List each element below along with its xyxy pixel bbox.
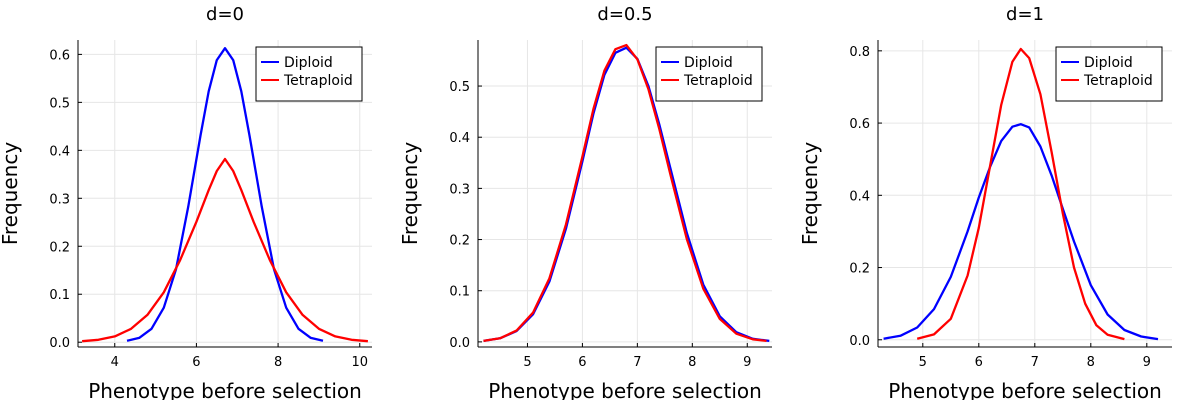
y-tick-label: 0.1	[49, 288, 70, 303]
x-tick-label: 9	[1143, 355, 1151, 370]
y-tick-label: 0.1	[449, 285, 470, 300]
chart-title: d=1	[1006, 4, 1044, 25]
y-tick-label: 0.3	[49, 192, 70, 207]
y-tick-label: 0.2	[849, 262, 870, 277]
curves	[883, 47, 1159, 341]
curves	[82, 47, 368, 343]
y-tick-label: 0.2	[49, 240, 70, 255]
legend-label-diploid: Diploid	[1084, 55, 1133, 71]
y-tick-label: 0.0	[449, 336, 470, 351]
x-tick-label: 4	[111, 355, 119, 370]
y-axis-label: Frequency	[798, 142, 822, 245]
chart-title: d=0	[206, 4, 244, 25]
x-axis-label: Phenotype before selection	[88, 379, 362, 400]
x-tick-label: 10	[351, 355, 368, 370]
y-tick-label: 0.4	[49, 144, 70, 159]
series-line-tetraploid	[916, 47, 1125, 341]
x-tick-label: 8	[688, 355, 696, 370]
y-tick-label: 0.3	[449, 182, 470, 197]
y-axis-label: Frequency	[0, 142, 22, 245]
x-tick-label: 8	[1087, 355, 1095, 370]
legend-label-tetraploid: Tetraploid	[683, 73, 753, 89]
y-tick-label: 0.4	[449, 131, 470, 146]
subplot-1: 4 6 8 10 0.0 0.1 0.2 0.3 0.4 0.5 0.6 d=0 Phenotype b…	[0, 4, 372, 400]
legend-box	[255, 46, 363, 102]
x-tick-label: 7	[633, 355, 641, 370]
y-axis-label: Frequency	[398, 142, 422, 245]
series-line-diploid	[126, 47, 324, 342]
y-tick-label: 0.8	[849, 45, 870, 60]
series-line-diploid	[883, 123, 1159, 341]
x-tick-label: 6	[578, 355, 586, 370]
x-tick-label: 7	[1031, 355, 1039, 370]
x-axis-label: Phenotype before selection	[488, 379, 762, 400]
x-tick-label: 6	[192, 355, 200, 370]
y-tick-label: 0.0	[49, 336, 70, 351]
y-tick-label: 0.5	[449, 80, 470, 95]
curves	[483, 43, 770, 343]
subplot-2: 5 6 7 8 9 0.0 0.1 0.2 0.3 0.4 0.5 d=0.5 Phenotype be…	[398, 4, 772, 400]
y-tick-label: 0.0	[849, 334, 870, 349]
legend-box	[655, 46, 763, 102]
legend: Diploid Tetraploid	[255, 46, 363, 102]
subplot-3: 5 6 7 8 9 0.0 0.2 0.4 0.6 0.8 d=1 Phenotype before …	[798, 4, 1172, 400]
x-tick-label: 5	[523, 355, 531, 370]
x-tick-label: 8	[274, 355, 282, 370]
y-tick-label: 0.6	[49, 48, 70, 63]
x-tick-label: 6	[975, 355, 983, 370]
chart-title: d=0.5	[597, 4, 652, 25]
legend-label-tetraploid: Tetraploid	[283, 73, 353, 89]
y-tick-label: 0.4	[849, 189, 870, 204]
x-tick-label: 5	[919, 355, 927, 370]
series-line-tetraploid	[483, 43, 767, 343]
legend-label-diploid: Diploid	[684, 55, 733, 71]
legend-label-diploid: Diploid	[284, 55, 333, 71]
legend-label-tetraploid: Tetraploid	[1083, 73, 1153, 89]
x-axis-label: Phenotype before selection	[888, 379, 1162, 400]
x-tick-label: 9	[743, 355, 751, 370]
legend: Diploid Tetraploid	[1055, 46, 1163, 102]
series-line-tetraploid	[82, 157, 368, 343]
y-tick-label: 0.5	[49, 96, 70, 111]
legend: Diploid Tetraploid	[655, 46, 763, 102]
y-tick-label: 0.6	[849, 117, 870, 132]
legend-box	[1055, 46, 1163, 102]
y-tick-label: 0.2	[449, 234, 470, 249]
